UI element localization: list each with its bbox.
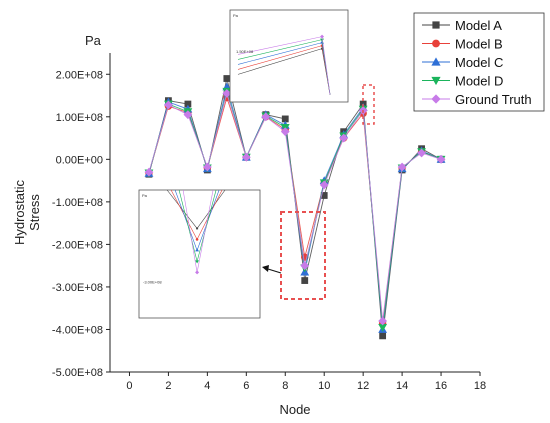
legend-label: Model A [455,18,502,33]
y-axis-label-line: Stress [27,194,42,231]
zoom-arrow-head [262,265,269,272]
x-axis-label: Node [279,402,310,417]
x-tick-label: 16 [435,380,447,392]
data-point [378,323,388,332]
inset-line [196,189,217,262]
data-point [378,316,388,326]
inset-unit: Pa [142,193,148,198]
x-tick-label: 12 [357,380,369,392]
inset-point [195,260,200,264]
inset-line [237,48,323,75]
inset-line [237,45,323,70]
data-point [417,148,426,158]
inset-point [320,34,325,39]
inset-point [195,238,199,241]
data-point [300,261,310,271]
inset-line [237,42,323,65]
legend-entry: Model C [422,55,503,70]
inset-line [196,189,214,273]
data-point [184,100,192,108]
y-tick-label: -4.00E+08 [52,324,103,336]
legend-marker [431,76,441,86]
y-tick-label: -5.00E+08 [52,367,103,379]
data-point [202,162,212,172]
y-axis-unit: Pa [85,33,102,48]
legend-entry: Model B [422,37,503,52]
data-point [261,112,271,122]
inset-frame [138,189,261,319]
x-tick-label: 2 [165,380,171,392]
insets: Pa 1.50E+08 Pa -3.00E+08 [138,9,349,319]
inset-line [182,189,198,273]
inset-frame [229,9,349,103]
x-tick-label: 8 [282,380,288,392]
legend-label: Model B [455,37,503,52]
y-tick-label: 1.00E+08 [56,112,103,124]
data-point [339,133,349,143]
data-point [280,127,290,137]
data-point [183,110,193,120]
legend-marker [432,21,440,29]
inset-line [237,36,323,55]
y-tick-label: 0.00E+00 [56,154,103,166]
legend-marker [431,94,441,104]
data-point [241,152,251,162]
data-point [144,167,154,177]
legend-marker [432,39,440,48]
x-tick-label: 4 [204,380,210,392]
x-tick-label: 14 [396,380,408,392]
data-point [301,277,309,284]
inset-node-12: Pa 1.50E+08 [229,9,349,103]
y-axis-label-line: Hydrostatic [12,179,27,245]
inset-node-9: Pa -3.00E+08 [138,189,261,319]
y-axis-label: HydrostaticStress [12,179,42,245]
zoom-box-node-9 [280,211,326,300]
inset-unit: Pa [233,13,239,18]
y-tick-label: 2.00E+08 [56,69,103,81]
legend-entry: Model D [422,74,503,89]
legend-entry: Model A [422,18,502,33]
x-tick-label: 0 [126,380,132,392]
legend-label: Model D [455,74,503,89]
legend-marker [431,57,441,66]
zoom-box-node-12 [362,84,375,125]
inset-label: 1.50E+08 [236,49,254,54]
inset-point [195,270,200,275]
legend-entry: Ground Truth [422,92,532,107]
data-point [397,162,407,172]
data-point [320,192,328,199]
data-point [222,89,232,98]
legend-label: Ground Truth [455,92,532,107]
inset-label: -3.00E+08 [143,279,162,284]
data-point [223,75,231,82]
inset-point [320,38,325,42]
inset-point [195,248,200,252]
inset-point [196,227,199,230]
data-point [281,115,289,123]
data-point [164,100,173,110]
series-line [148,91,442,322]
inset-line [178,189,198,262]
data-point [436,154,446,164]
inset-line [237,39,323,60]
plot-area: -5.00E+08 -4.00E+08 -3.00E+08 -2.00E+08 -1.0… [52,53,486,392]
inset-line [321,36,331,95]
legend-label: Model C [455,55,503,70]
inset-point [321,47,324,50]
data-point [319,180,329,190]
y-tick-label: -2.00E+08 [52,239,103,251]
x-tick-label: 18 [474,380,486,392]
data-point [379,332,387,340]
zoom-arrow [267,268,282,274]
inset-line [174,189,198,251]
x-tick-label: 6 [243,380,249,392]
y-tick-label: -3.00E+08 [52,282,103,294]
legend: Model A Model B Model C Model D Ground Truth [413,12,545,112]
y-tick-label: -1.00E+08 [52,197,103,209]
x-tick-label: 10 [318,380,330,392]
